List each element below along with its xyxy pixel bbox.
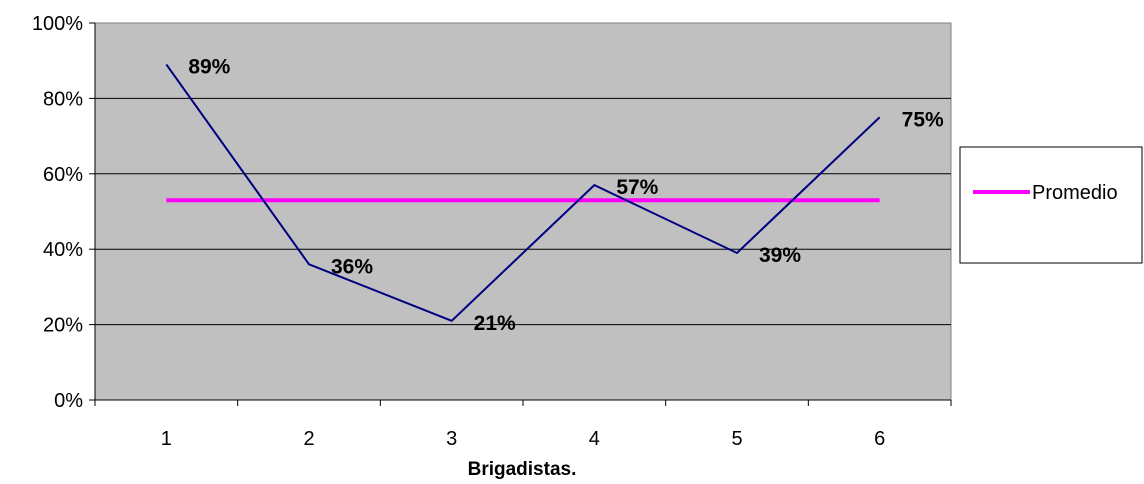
x-tick-label: 4 [589,428,600,450]
x-tick-label: 2 [303,428,314,450]
plot-area: 0% 20% 40% 60% 80% 100% 1 2 3 4 5 6 [32,13,952,450]
y-tick-label: 80% [43,88,83,110]
x-axis-title: Brigadistas. [468,459,577,480]
legend: Promedio [959,146,1143,264]
y-tick-label: 40% [43,239,83,261]
series-line [165,63,881,322]
data-label: 75% [902,108,944,131]
y-tick-label: 60% [43,164,83,186]
y-tick-label: 100% [32,13,83,35]
x-tick-label: 1 [161,428,172,450]
data-label: 36% [331,255,373,278]
legend-box [959,146,1143,264]
y-tick-label: 0% [54,390,83,412]
x-tick-label: 3 [446,428,457,450]
data-label: 57% [616,176,658,199]
data-label: 39% [759,244,801,267]
x-tick-label: 6 [874,428,885,450]
data-label: 21% [474,312,516,335]
chart-marks: 89% 36% 21% 57% 39% 75% [165,55,944,335]
plot-background [94,22,952,401]
data-label: 89% [188,55,230,78]
legend-label-promedio: Promedio [1032,182,1118,204]
y-tick-label: 20% [43,315,83,337]
x-tick-label: 5 [731,428,742,450]
